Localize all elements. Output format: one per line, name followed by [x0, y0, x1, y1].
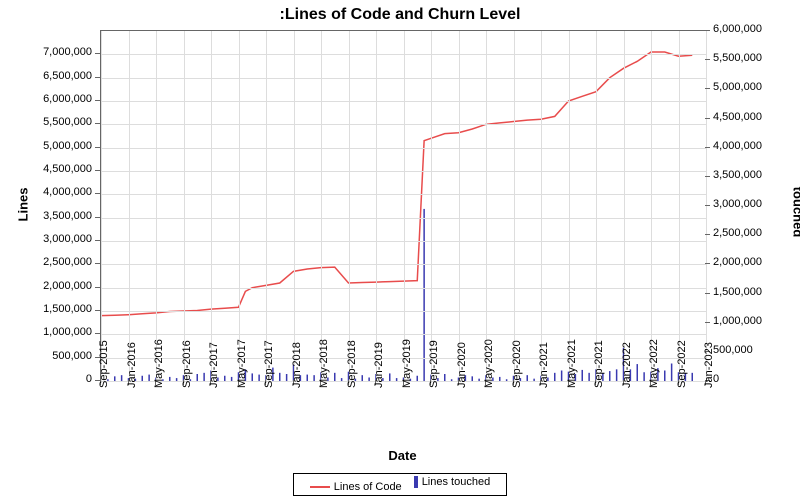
- y2-tick-label: 5,500,000: [713, 52, 762, 64]
- grid-line: [651, 31, 652, 381]
- y2-tick-mark: [705, 176, 710, 177]
- y2-tick-label: 4,500,000: [713, 111, 762, 123]
- y2-tick-label: 6,000,000: [713, 23, 762, 35]
- y1-tick-label: 1,500,000: [0, 303, 92, 315]
- y1-tick-label: 3,000,000: [0, 233, 92, 245]
- grid-line: [294, 31, 295, 381]
- legend-label: Lines of Code: [334, 481, 402, 493]
- grid-line: [569, 31, 570, 381]
- y1-tick-label: 6,000,000: [0, 93, 92, 105]
- legend-item: Lines of Code: [310, 481, 402, 493]
- y2-tick-mark: [705, 293, 710, 294]
- y2-tick-mark: [705, 322, 710, 323]
- y1-tick-label: 500,000: [0, 350, 92, 362]
- grid-line: [376, 31, 377, 381]
- y2-tick-label: 2,500,000: [713, 227, 762, 239]
- grid-line: [431, 31, 432, 381]
- legend-swatch-line: [310, 486, 330, 488]
- grid-line: [184, 31, 185, 381]
- grid-line: [679, 31, 680, 381]
- grid-line: [486, 31, 487, 381]
- y1-tick-label: 3,500,000: [0, 210, 92, 222]
- y1-tick-mark: [95, 53, 100, 54]
- y1-tick-mark: [95, 310, 100, 311]
- y1-tick-label: 1,000,000: [0, 326, 92, 338]
- y2-tick-mark: [705, 205, 710, 206]
- grid-line: [624, 31, 625, 381]
- grid-line: [404, 31, 405, 381]
- grid-line: [266, 31, 267, 381]
- grid-line: [211, 31, 212, 381]
- chart-container: :Lines of Code and Churn Level Lines Lin…: [0, 0, 800, 500]
- y2-tick-label: 1,000,000: [713, 315, 762, 327]
- y1-tick-label: 0: [0, 373, 92, 385]
- y2-tick-mark: [705, 147, 710, 148]
- x-axis-label: Date: [100, 448, 705, 463]
- y1-tick-label: 7,000,000: [0, 46, 92, 58]
- y2-tick-mark: [705, 59, 710, 60]
- grid-line: [101, 31, 102, 381]
- y2-tick-label: 2,000,000: [713, 256, 762, 268]
- y1-tick-mark: [95, 77, 100, 78]
- y2-tick-label: 3,500,000: [713, 169, 762, 181]
- y1-tick-label: 4,500,000: [0, 163, 92, 175]
- y2-tick-label: 500,000: [713, 344, 753, 356]
- y1-tick-label: 4,000,000: [0, 186, 92, 198]
- y2-tick-mark: [705, 234, 710, 235]
- legend-swatch-bar: [414, 476, 418, 488]
- y2-tick-label: 4,000,000: [713, 140, 762, 152]
- y1-tick-mark: [95, 193, 100, 194]
- y1-tick-label: 5,500,000: [0, 116, 92, 128]
- y2-axis-label: Lines touched: [790, 187, 800, 238]
- grid-line: [321, 31, 322, 381]
- legend-label: Lines touched: [422, 476, 491, 488]
- y1-tick-label: 2,500,000: [0, 256, 92, 268]
- y1-tick-mark: [95, 287, 100, 288]
- y1-tick-label: 2,000,000: [0, 280, 92, 292]
- y2-tick-mark: [705, 30, 710, 31]
- y1-tick-mark: [95, 217, 100, 218]
- grid-line: [156, 31, 157, 381]
- y1-tick-mark: [95, 147, 100, 148]
- legend-box: Lines of Code Lines touched: [293, 473, 507, 496]
- plot-area: [100, 30, 707, 382]
- y2-tick-label: 3,000,000: [713, 198, 762, 210]
- y2-tick-label: 1,500,000: [713, 286, 762, 298]
- y1-tick-label: 5,000,000: [0, 140, 92, 152]
- y1-tick-mark: [95, 170, 100, 171]
- y1-tick-mark: [95, 333, 100, 334]
- y1-tick-label: 6,500,000: [0, 70, 92, 82]
- grid-line: [706, 31, 707, 381]
- y1-tick-mark: [95, 123, 100, 124]
- legend: Lines of Code Lines touched: [0, 473, 800, 496]
- legend-item: Lines touched: [414, 476, 491, 488]
- grid-line: [541, 31, 542, 381]
- y2-tick-label: 5,000,000: [713, 81, 762, 93]
- grid-line: [459, 31, 460, 381]
- y2-tick-mark: [705, 263, 710, 264]
- chart-title: :Lines of Code and Churn Level: [0, 6, 800, 24]
- y2-tick-mark: [705, 88, 710, 89]
- grid-line: [129, 31, 130, 381]
- y1-tick-mark: [95, 100, 100, 101]
- grid-line: [349, 31, 350, 381]
- y2-tick-mark: [705, 118, 710, 119]
- y1-tick-mark: [95, 240, 100, 241]
- grid-line: [596, 31, 597, 381]
- y1-tick-mark: [95, 263, 100, 264]
- grid-line: [514, 31, 515, 381]
- grid-line: [239, 31, 240, 381]
